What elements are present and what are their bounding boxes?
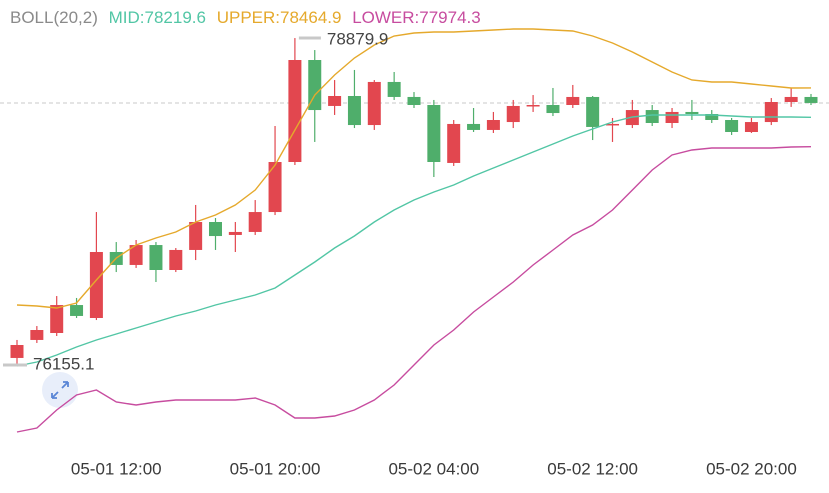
candle-body bbox=[30, 330, 44, 340]
candle-body bbox=[685, 111, 699, 114]
candle-body bbox=[50, 305, 64, 333]
candle-body bbox=[189, 222, 203, 250]
candle-body bbox=[209, 222, 222, 237]
candle-body bbox=[725, 120, 739, 132]
x-tick-label: 05-02 04:00 bbox=[388, 459, 479, 478]
legend-entry: MID:78219.6 bbox=[109, 8, 206, 27]
candle-body bbox=[129, 245, 143, 265]
candle-body bbox=[308, 60, 322, 111]
legend: BOLL(20,2) MID:78219.6 UPPER:78464.9 LOW… bbox=[10, 8, 481, 27]
candle-body bbox=[367, 81, 381, 126]
candle-body bbox=[546, 105, 560, 114]
candle-body bbox=[387, 81, 401, 97]
band-line bbox=[16, 114, 812, 367]
candle-body bbox=[744, 122, 758, 132]
candle-body bbox=[804, 96, 818, 103]
min-label: 76155.1 bbox=[33, 355, 94, 374]
candle-body bbox=[566, 96, 580, 105]
max-label: 78879.9 bbox=[327, 30, 388, 49]
candle-body bbox=[10, 345, 24, 358]
zoom-icon bbox=[51, 381, 69, 399]
x-tick-label: 05-01 20:00 bbox=[230, 459, 321, 478]
indicator-label: BOLL(20,2) bbox=[10, 8, 98, 27]
candle-body bbox=[447, 123, 461, 163]
candle-body bbox=[347, 96, 361, 126]
candle-body bbox=[70, 305, 84, 316]
candle-body bbox=[149, 245, 163, 270]
candle-body bbox=[665, 111, 679, 123]
candle-body bbox=[586, 96, 600, 127]
candle-body bbox=[784, 96, 798, 102]
candle-body bbox=[288, 60, 302, 162]
candle-body bbox=[606, 123, 619, 126]
candle-body bbox=[407, 96, 421, 105]
zoom-button-bg[interactable] bbox=[42, 372, 78, 408]
band-line bbox=[16, 28, 812, 309]
x-tick-label: 05-02 20:00 bbox=[706, 459, 797, 478]
candle-body bbox=[705, 114, 719, 120]
candle-body bbox=[228, 231, 242, 235]
candle-body bbox=[506, 105, 520, 123]
candle-body bbox=[427, 105, 441, 162]
candle-body bbox=[248, 212, 262, 232]
legend-entry: UPPER:78464.9 bbox=[217, 8, 342, 27]
candle-body bbox=[169, 249, 183, 270]
legend-entry: LOWER:77974.3 bbox=[352, 8, 481, 27]
candle-body bbox=[645, 110, 659, 123]
x-tick-label: 05-01 12:00 bbox=[71, 459, 162, 478]
candle-body bbox=[328, 96, 342, 106]
candle-body bbox=[486, 120, 500, 130]
candle-body bbox=[764, 102, 778, 123]
candle-body bbox=[467, 123, 481, 130]
candle-body bbox=[526, 105, 540, 107]
candle-body bbox=[268, 162, 282, 213]
x-tick-label: 05-02 12:00 bbox=[547, 459, 638, 478]
candle-body bbox=[89, 252, 103, 318]
band-line bbox=[16, 146, 812, 433]
